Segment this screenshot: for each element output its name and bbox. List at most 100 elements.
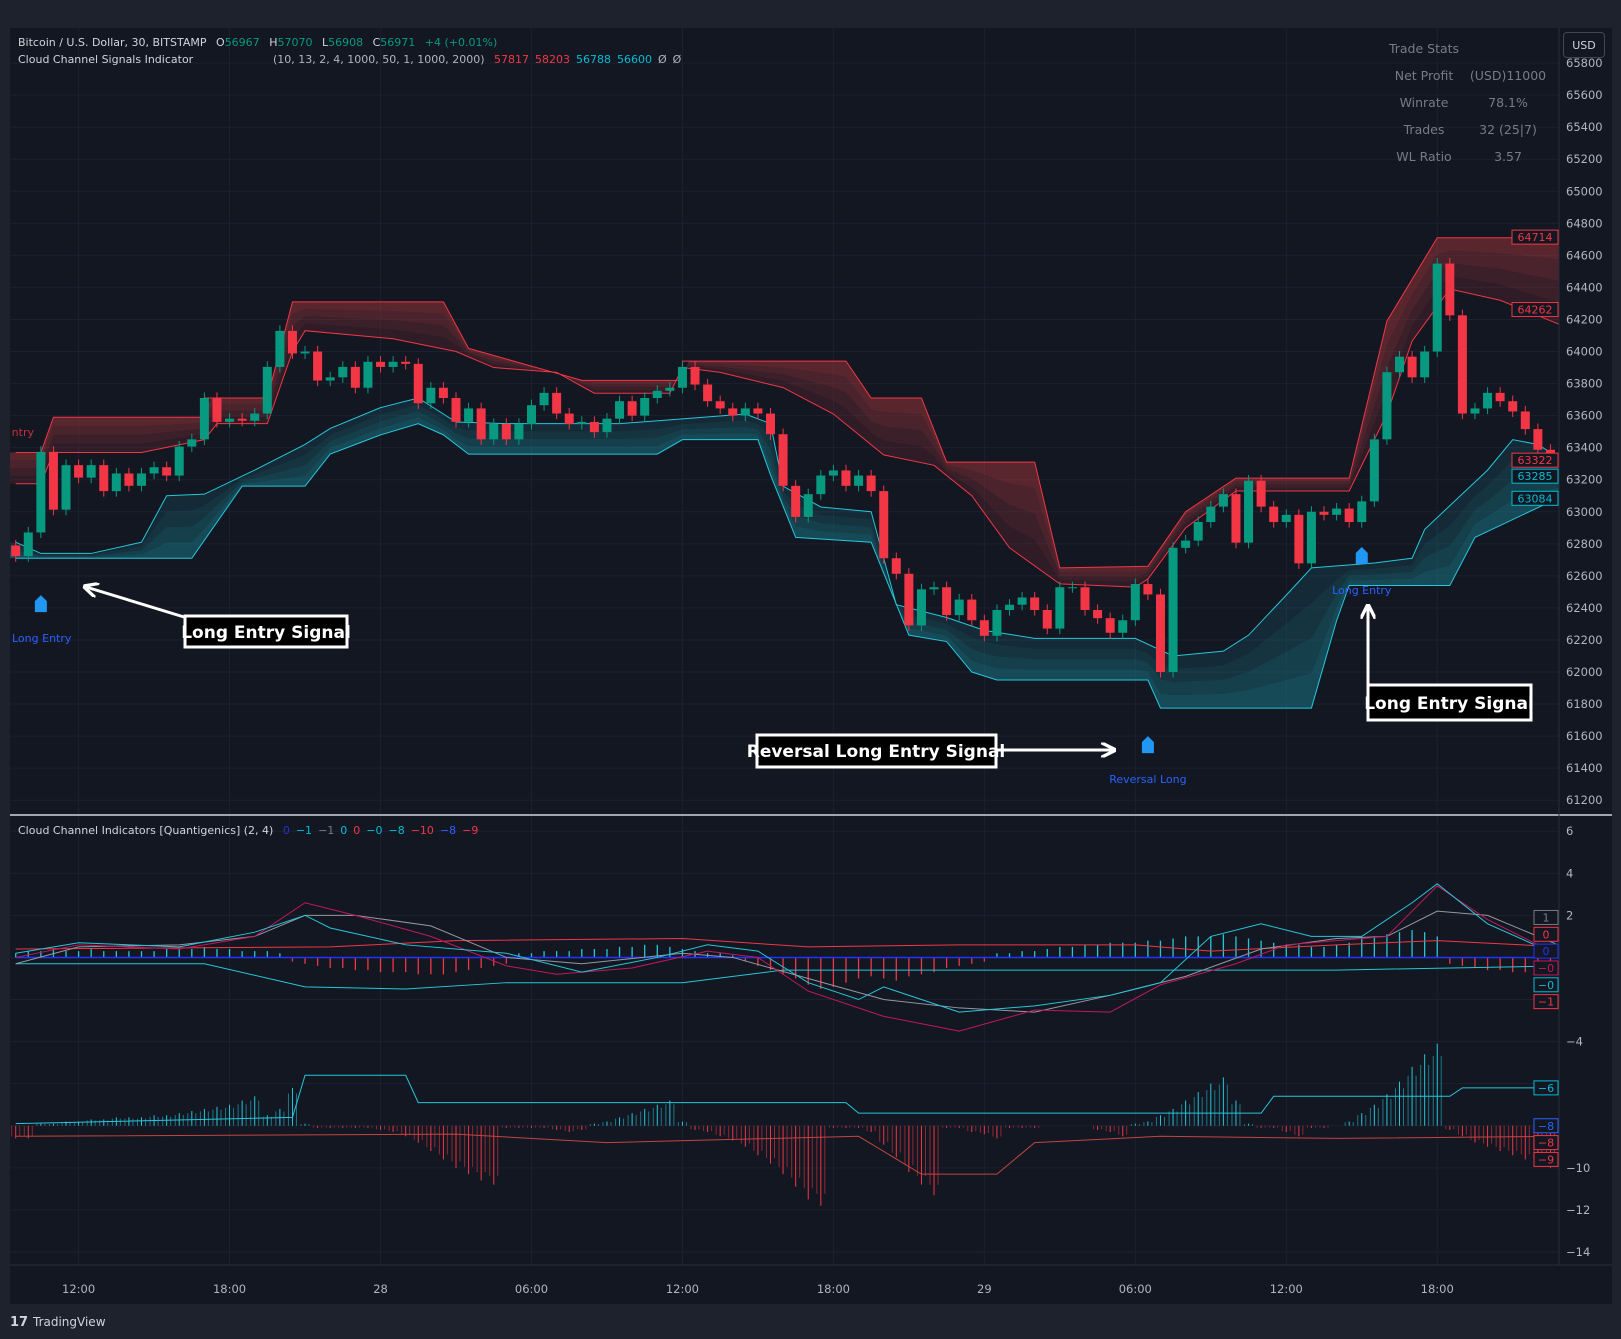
candle-body [376,361,386,367]
lower-tick: 6 [1566,824,1573,838]
time-tick: 29 [977,1282,992,1296]
price-tick: 61600 [1566,729,1603,743]
cyan-step-line [15,1074,1559,1125]
price-tick: 65600 [1566,88,1603,102]
candle [539,387,549,411]
price-badge [1511,468,1559,484]
candle-body [451,398,461,422]
candle-body [501,423,511,440]
candle [1080,581,1090,616]
candle [300,345,310,360]
candle-body [1495,392,1505,402]
candle [137,467,146,492]
lower-badge [1533,1151,1559,1167]
trade-stats-table: Trade Stats Net Profit (USD)11000 Winrat… [1388,41,1546,164]
candle-body [174,446,184,476]
candle [942,581,952,621]
grid [10,28,1559,1265]
candle [979,614,989,642]
signal-label: Reversal Long [1109,773,1186,786]
candle-body [602,418,612,433]
time-axis[interactable]: 12:00 18:00 28 06:00 12:00 18:00 29 06:00 12:00 1… [62,1282,1454,1296]
candle-body [665,387,675,391]
candle-body [48,451,58,510]
candle [904,568,914,631]
main-pane[interactable]: Long Entry Long Entry Reversal Long ntry [9,237,1563,786]
cyan-oscillator-line [15,883,1559,1013]
candle-body [1508,401,1518,412]
candle [212,392,222,428]
candle-body [564,413,574,424]
price-tick: 62600 [1566,569,1603,583]
candle [1332,502,1342,521]
candle-body [1420,351,1430,378]
arrow-icon [86,587,185,619]
candle-body [363,361,373,388]
symbol-legend[interactable]: Bitcoin / U.S. Dollar, 30, BITSTAMP O569… [18,36,497,49]
candle [778,428,788,492]
price-badge [1511,452,1559,468]
lower-badge [1533,1135,1559,1151]
candle [854,469,864,492]
candle [1432,257,1442,358]
candle-body [1067,587,1077,589]
candle-body [690,366,700,385]
stat-value: (USD)11000 [1470,68,1546,83]
candle-body [275,330,285,367]
indicator-name[interactable]: Cloud Channel Signals Indicator [18,53,194,66]
candle [23,526,33,562]
candle [841,464,851,492]
candle-body [1042,609,1052,629]
candle [48,446,58,516]
tradingview-brand: TradingView [32,1315,106,1329]
tradingview-logo[interactable]: 17 TradingView [10,1315,106,1330]
lower-pane-legend[interactable]: Cloud Channel Indicators [Quantigenics] … [18,824,478,837]
candle-body [1055,587,1065,629]
candle [992,604,1002,642]
candle [589,416,599,438]
candle-body [1344,508,1354,523]
time-tick: 18:00 [817,1282,850,1296]
change-value: +4 (+0.01%) [425,36,497,49]
lower-badge [1533,977,1559,993]
price-axis[interactable]: 65800 65600 65400 65200 65000 64800 64600 64400… [1511,56,1603,807]
currency-button[interactable]: USD [1563,32,1605,58]
stat-value: 78.1% [1488,95,1528,110]
candle-body [1545,449,1555,455]
low-label: L [322,36,329,49]
lower-badge [1533,994,1559,1010]
candle [1030,591,1040,616]
red-line [15,938,1559,952]
candle [753,402,763,420]
candle-body [577,421,587,424]
candle-body [1143,584,1153,595]
tradingview-logo-icon: 17 [10,1315,28,1330]
candle-body [1256,480,1266,507]
cyan-lower-line [15,963,1559,990]
indicator-params: (10, 13, 2, 4, 1000, 50, 1, 1000, 2000) [273,53,485,66]
candle [828,464,838,482]
price-tick: 63400 [1566,441,1603,455]
candle-body [162,467,172,476]
candle [602,413,612,438]
candle-body [137,473,146,486]
price-tick: 64400 [1566,280,1603,294]
candle-body [23,532,33,557]
candle [338,361,348,383]
candle [665,382,675,397]
candle [86,459,96,484]
candle-body [61,465,71,510]
lower-axis[interactable]: 6 4 2 −4 −10 −12 −14 1 0 0 −0 −0 −1 −6 −8 −8 −9 [1533,824,1590,1259]
candle-body [1457,315,1467,414]
candle [1420,345,1430,383]
candle-body [929,587,939,590]
candle-body [1080,587,1090,610]
candle-body [74,465,84,478]
candle [564,407,574,430]
candle-body [1030,597,1040,610]
candle [552,387,562,420]
candle-body [1395,356,1404,373]
stat-value: 32 (25|7) [1479,122,1537,137]
candle-body [740,408,750,416]
